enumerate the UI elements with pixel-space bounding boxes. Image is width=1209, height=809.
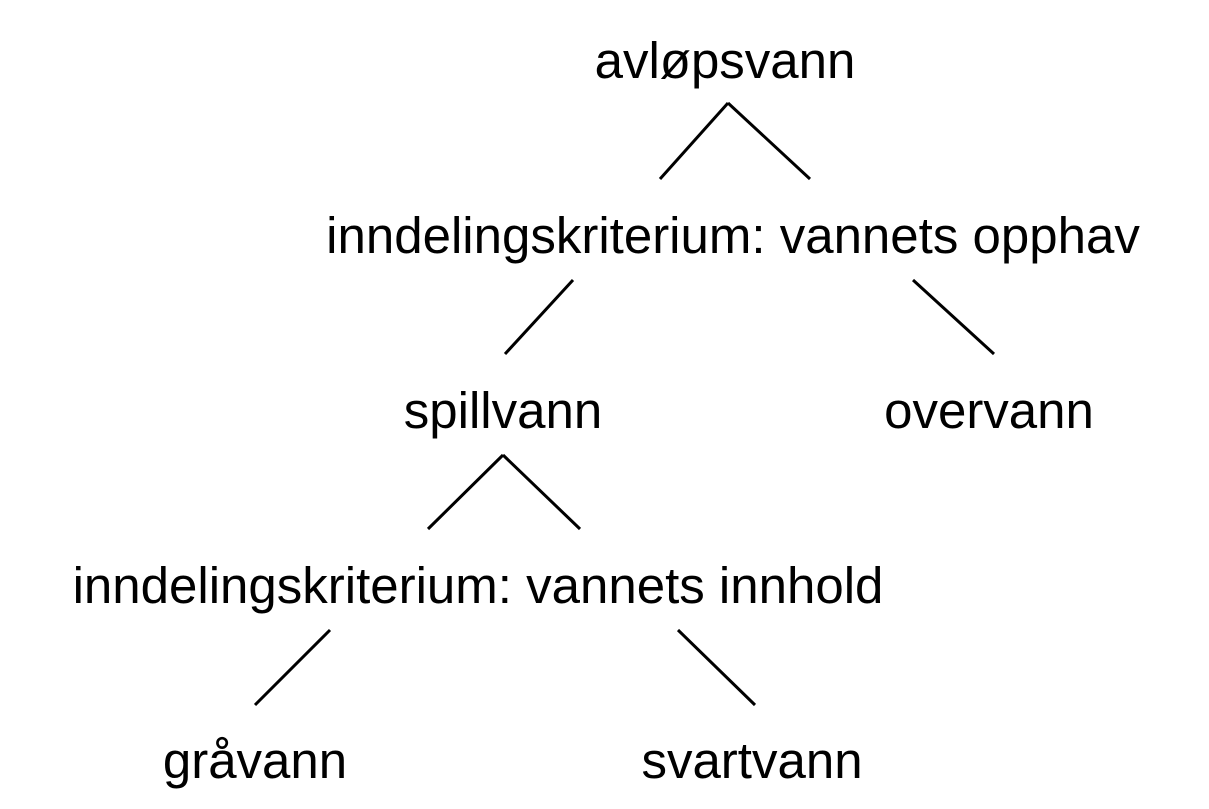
- edge-spillvann-left: [426, 453, 505, 531]
- node-spillvann: spillvann: [403, 382, 603, 439]
- edge-origin-to-overvann: [911, 278, 996, 356]
- edge-root-left: [658, 101, 730, 181]
- node-svartvann: svartvann: [641, 732, 863, 789]
- node-gravann: gråvann: [162, 732, 348, 789]
- edge-root-right: [726, 101, 812, 181]
- node-criterion-content: inndelingskriterium: vannets innhold: [72, 557, 884, 614]
- node-overvann: overvann: [884, 382, 1094, 439]
- edge-origin-to-spillvann: [503, 278, 575, 356]
- edge-spillvann-right: [501, 453, 582, 531]
- edge-content-to-gravann: [253, 628, 332, 707]
- node-avlopsvann: avløpsvann: [594, 32, 856, 89]
- edge-content-to-svartvann: [676, 628, 757, 707]
- node-criterion-origin: inndelingskriterium: vannets opphav: [326, 207, 1140, 264]
